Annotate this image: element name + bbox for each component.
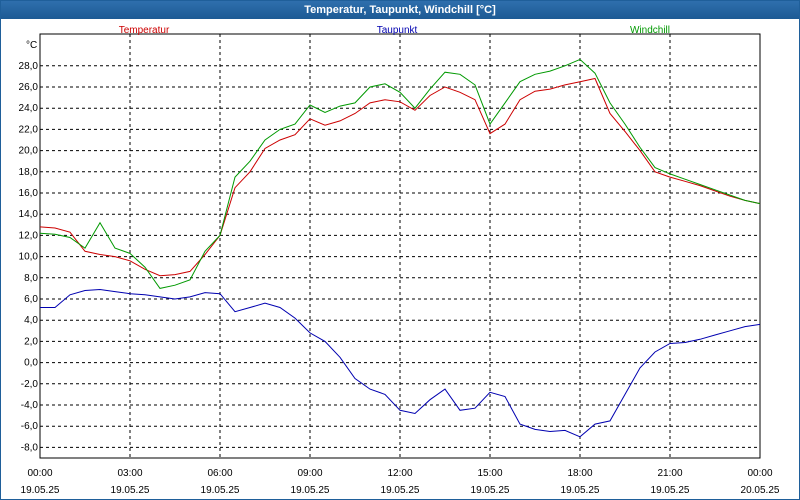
series-line-taupunkt [40,288,761,438]
y-tick-label: 26,0 [19,82,39,93]
y-tick-label: 6,0 [24,294,38,305]
y-tick-label: 22,0 [19,124,39,135]
x-tick-date: 19.05.25 [561,485,600,496]
y-tick-label: 16,0 [19,188,39,199]
x-tick-time: 21:00 [657,468,682,479]
x-tick-date: 19.05.25 [651,485,690,496]
x-tick-date: 19.05.25 [201,485,240,496]
plot-area-border [39,33,761,459]
x-tick-time: 09:00 [297,468,322,479]
y-tick-label: 10,0 [19,252,39,263]
y-tick-label: 20,0 [19,146,39,157]
y-tick-label: -4,0 [21,400,39,411]
legend-taupunkt: Taupunkt [377,25,418,36]
x-tick-time: 00:00 [747,468,772,479]
grid [40,34,760,458]
x-tick-date: 19.05.25 [21,485,60,496]
x-tick-time: 03:00 [117,468,142,479]
y-tick-label: 2,0 [24,336,38,347]
y-tick-label: 28,0 [19,61,39,72]
legend-temperatur: Temperatur [119,25,170,36]
x-axis-labels: 00:00 19.05.25 03:00 19.05.25 06:00 19.05.25 0… [21,468,780,496]
y-axis-labels: 28,0 26,0 24,0 22,0 20,0 18,0 16,0 14,0 12,0 10,0… [19,61,39,454]
y-tick-label: 8,0 [24,273,38,284]
y-tick-label: 14,0 [19,209,39,220]
y-tick-label: -2,0 [21,379,39,390]
y-tick-label: -6,0 [21,421,39,432]
y-tick-label: 4,0 [24,315,38,326]
y-tick-label: 24,0 [19,103,39,114]
x-tick-date: 19.05.25 [111,485,150,496]
x-tick-date: 19.05.25 [381,485,420,496]
x-tick-time: 00:00 [27,468,52,479]
x-tick-date: 19.05.25 [471,485,510,496]
legend-windchill: Windchill [630,25,670,36]
series-line-windchill [39,58,761,289]
chart-title: Temperatur, Taupunkt, Windchill [°C] [1,1,799,19]
y-tick-label: 12,0 [19,230,39,241]
y-axis-unit-label: °C [26,40,37,51]
x-tick-time: 06:00 [207,468,232,479]
y-tick-label: -8,0 [21,442,39,453]
y-tick-label: 0,0 [24,358,38,369]
x-tick-date: 19.05.25 [291,485,330,496]
series-lines [39,58,761,438]
x-tick-time: 12:00 [387,468,412,479]
x-tick-time: 18:00 [567,468,592,479]
x-tick-date: 20.05.25 [741,485,780,496]
y-tick-label: 18,0 [19,167,39,178]
x-tick-time: 15:00 [477,468,502,479]
series-line-temperatur [39,77,761,277]
legend: Temperatur Taupunkt Windchill [119,25,670,36]
